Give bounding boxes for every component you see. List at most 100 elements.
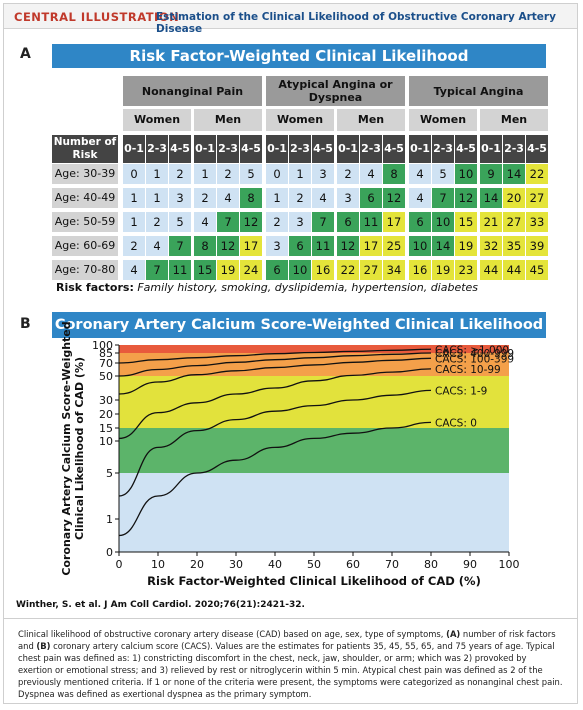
table-cell: 4 [217, 188, 239, 208]
likelihood-band [119, 428, 509, 473]
x-axis-label: Risk Factor-Weighted Clinical Likelihood… [147, 574, 481, 588]
table-cell: 17 [383, 212, 405, 232]
table-cell: 14 [432, 236, 454, 256]
table-cell: 4 [194, 212, 216, 232]
y-tick-label: 70 [99, 357, 113, 370]
figure-frame: CENTRAL ILLUSTRATION Estimation of the C… [3, 3, 578, 704]
series-label: CACS: 10-99 [435, 364, 501, 376]
table-cell: 2 [289, 188, 311, 208]
y-tick-label: 10 [99, 435, 113, 448]
table-cell: 2 [146, 212, 168, 232]
table-cell: 7 [146, 260, 168, 280]
table-cell: 8 [194, 236, 216, 256]
risk-level-header: 4-5 [383, 135, 405, 163]
risk-factors-text: Family history, smoking, dyslipidemia, h… [137, 281, 479, 294]
caption-part-1: Clinical likelihood of obstructive coron… [18, 629, 447, 639]
table-cell: 23 [455, 260, 477, 280]
table-cell: 2 [217, 164, 239, 184]
table-cell: 10 [289, 260, 311, 280]
table-cell: 7 [312, 212, 334, 232]
table-cell: 10 [455, 164, 477, 184]
table-cell: 9 [480, 164, 502, 184]
risk-level-header: 4-5 [169, 135, 191, 163]
y-tick-label: 1 [106, 513, 113, 526]
sex-header: Women [409, 109, 477, 131]
table-cell: 22 [526, 164, 548, 184]
panel-a-title: Risk Factor-Weighted Clinical Likelihood [52, 44, 546, 68]
table-cell: 14 [503, 164, 525, 184]
x-tick-label: 50 [307, 558, 321, 571]
table-cell: 19 [217, 260, 239, 280]
risk-factors-note: Risk factors: Family history, smoking, d… [56, 281, 478, 294]
series-label: CACS: 100-399 [435, 353, 514, 365]
table-cell: 12 [240, 212, 262, 232]
table-cell: 4 [409, 188, 431, 208]
panel-b-letter: B [20, 316, 31, 332]
risk-level-header: 0-1 [123, 135, 145, 163]
table-cell: 3 [312, 164, 334, 184]
table-cell: 44 [480, 260, 502, 280]
table-cell: 1 [146, 188, 168, 208]
risk-level-header: 2-3 [432, 135, 454, 163]
series-label: CACS: 0 [435, 417, 477, 429]
table-cell: 39 [526, 236, 548, 256]
table-cell: 17 [360, 236, 382, 256]
risk-level-header: 0-1 [194, 135, 216, 163]
table-cell: 16 [409, 260, 431, 280]
table-cell: 45 [526, 260, 548, 280]
x-tick-label: 60 [346, 558, 360, 571]
x-tick-label: 70 [385, 558, 399, 571]
x-tick-label: 0 [116, 558, 123, 571]
table-cell: 34 [383, 260, 405, 280]
header-bar: CENTRAL ILLUSTRATION Estimation of the C… [4, 4, 577, 35]
table-cell: 12 [337, 236, 359, 256]
series-label: CACS: 400-999 [435, 348, 514, 360]
table-cell: 21 [480, 212, 502, 232]
table-cell: 1 [123, 212, 145, 232]
table-cell: 4 [146, 236, 168, 256]
y-tick-label: 5 [106, 467, 113, 480]
table-cell: 7 [217, 212, 239, 232]
table-cell: 3 [266, 236, 288, 256]
y-axis-label: Coronary Artery Calcium Score-WeightedCl… [60, 321, 86, 575]
table-cell: 1 [194, 164, 216, 184]
table-cell: 6 [266, 260, 288, 280]
group-header: Atypical Angina or Dyspnea [266, 76, 405, 106]
y-tick-label: 0 [106, 546, 113, 559]
group-header: Nonanginal Pain [123, 76, 262, 106]
table-cell: 5 [169, 212, 191, 232]
x-tick-label: 30 [229, 558, 243, 571]
series-line [118, 357, 432, 395]
table-cell: 1 [289, 164, 311, 184]
table-cell: 6 [337, 212, 359, 232]
risk-level-header: 2-3 [360, 135, 382, 163]
table-cell: 19 [432, 260, 454, 280]
group-header: Typical Angina [409, 76, 548, 106]
table-cell: 15 [455, 212, 477, 232]
series-label: CACS: 1-9 [435, 385, 487, 397]
series-label: CACS: ≥1,000 [435, 344, 509, 356]
table-cell: 27 [503, 212, 525, 232]
table-cell: 8 [383, 164, 405, 184]
risk-level-header: 0-1 [480, 135, 502, 163]
table-cell: 10 [409, 236, 431, 256]
table-cell: 0 [266, 164, 288, 184]
caption-a: (A) [446, 629, 461, 639]
table-cell: 12 [455, 188, 477, 208]
x-tick-label: 100 [499, 558, 520, 571]
caption-part-3: coronary artery calcium score (CACS). Va… [18, 641, 563, 699]
table-cell: 3 [337, 188, 359, 208]
x-tick-label: 20 [190, 558, 204, 571]
table-cell: 12 [217, 236, 239, 256]
x-tick-label: 80 [424, 558, 438, 571]
table-cell: 0 [123, 164, 145, 184]
risk-level-header: 4-5 [455, 135, 477, 163]
age-label: Age: 50-59 [52, 212, 118, 232]
table-cell: 11 [312, 236, 334, 256]
table-cell: 12 [383, 188, 405, 208]
risk-level-header: 2-3 [146, 135, 168, 163]
table-cell: 33 [526, 212, 548, 232]
risk-factors-label: Risk factors: [56, 281, 134, 294]
table-cell: 16 [312, 260, 334, 280]
